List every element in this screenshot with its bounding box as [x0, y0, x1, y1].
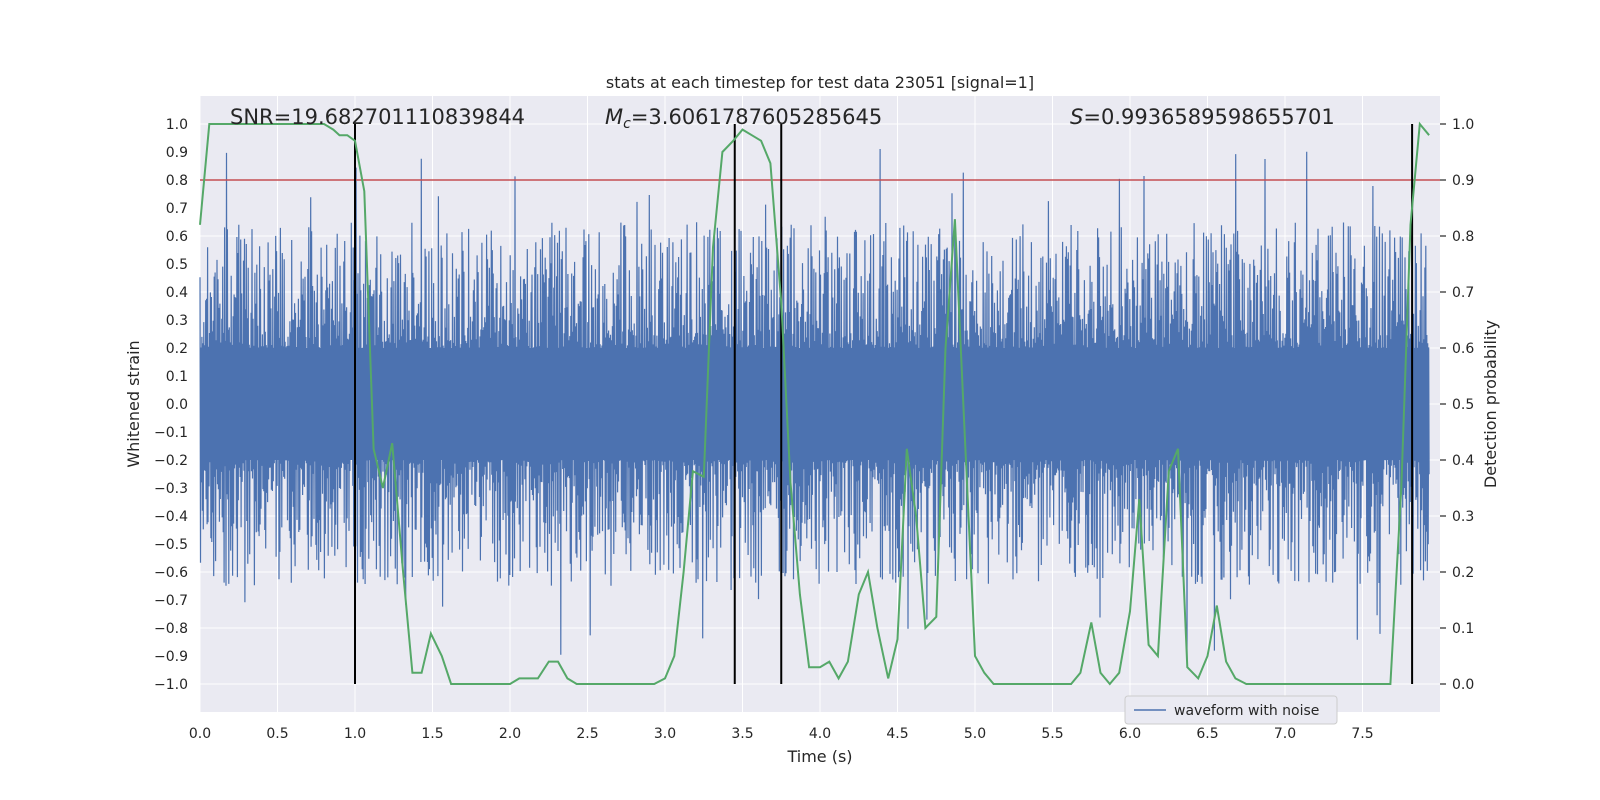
s-annotation: S=0.9936589598655701	[1070, 105, 1335, 129]
mc-value: =3.6061787605285645	[631, 105, 882, 129]
y-tick-label-left: −0.9	[154, 649, 188, 665]
y-tick-label-left: −0.4	[154, 509, 188, 525]
x-tick-label: 0.0	[189, 726, 211, 742]
y-tick-label-left: 0.2	[166, 341, 188, 357]
x-tick-label: 3.0	[654, 726, 676, 742]
y-tick-label-left: −0.7	[154, 593, 188, 609]
y-tick-label-right: 1.0	[1452, 117, 1474, 133]
y-tick-label-right: 0.5	[1452, 397, 1474, 413]
x-axis-label: Time (s)	[786, 747, 852, 766]
y-tick-label-left: 0.7	[166, 201, 188, 217]
y-tick-label-left: 0.5	[166, 257, 188, 273]
x-tick-label: 4.5	[886, 726, 908, 742]
x-tick-label: 4.0	[809, 726, 831, 742]
x-tick-label: 2.0	[499, 726, 521, 742]
y-tick-label-right: 0.9	[1452, 173, 1474, 189]
y-tick-label-right: 0.6	[1452, 341, 1474, 357]
y-tick-label-left: −1.0	[154, 677, 188, 693]
x-tick-label: 5.5	[1041, 726, 1063, 742]
mc-symbol: M	[605, 105, 623, 129]
y-tick-label-left: 1.0	[166, 117, 188, 133]
y-tick-label-right: 0.8	[1452, 229, 1474, 245]
y-tick-label-right: 0.4	[1452, 453, 1474, 469]
x-tick-label: 0.5	[266, 726, 288, 742]
waveform-line	[199, 148, 1430, 660]
s-value: =0.9936589598655701	[1083, 105, 1334, 129]
chart-title: stats at each timestep for test data 230…	[606, 73, 1034, 92]
x-tick-label: 3.5	[731, 726, 753, 742]
y-tick-label-left: −0.2	[154, 453, 188, 469]
y-tick-label-left: 0.9	[166, 145, 188, 161]
x-tick-label: 5.0	[964, 726, 986, 742]
y-tick-label-left: 0.1	[166, 369, 188, 385]
y-tick-label-right: 0.0	[1452, 677, 1474, 693]
s-symbol: S	[1070, 105, 1083, 129]
legend-label: waveform with noise	[1174, 703, 1319, 719]
mc-subscript: c	[623, 116, 631, 132]
y-tick-label-right: 0.7	[1452, 285, 1474, 301]
legend: waveform with noise	[1124, 695, 1338, 725]
y-tick-label-right: 0.1	[1452, 621, 1474, 637]
legend-box	[1124, 695, 1338, 725]
probability-series	[199, 121, 1430, 686]
y-tick-label-left: −0.8	[154, 621, 188, 637]
chirp-mass-annotation: Mc=3.6061787605285645	[605, 105, 882, 132]
x-tick-label: 7.0	[1274, 726, 1296, 742]
x-tick-label: 6.0	[1119, 726, 1141, 742]
y-tick-label-left: 0.0	[166, 397, 188, 413]
x-tick-label: 7.5	[1351, 726, 1373, 742]
x-tick-label: 1.0	[344, 726, 366, 742]
x-tick-label: 2.5	[576, 726, 598, 742]
y-tick-label-left: 0.8	[166, 173, 188, 189]
y-tick-label-left: 0.3	[166, 313, 188, 329]
y-tick-label-right: 0.3	[1452, 509, 1474, 525]
y-axis-label-left: Whitened strain	[124, 340, 143, 467]
snr-annotation: SNR=19.682701110839844	[230, 105, 525, 129]
tick-labels: 0.0 0.5 1.0 1.5 2.0 2.5 3.0 3.5 4.0 4.5 5.0 5.5 6.0 6…	[154, 117, 1474, 742]
y-tick-label-right: 0.2	[1452, 565, 1474, 581]
y-tick-label-left: 0.4	[166, 285, 188, 301]
y-tick-label-left: −0.3	[154, 481, 188, 497]
x-tick-label: 6.5	[1196, 726, 1218, 742]
y-axis-label-right: Detection probability	[1481, 320, 1500, 488]
y-tick-label-left: −0.5	[154, 537, 188, 553]
probability-line	[199, 121, 1430, 686]
x-tick-label: 1.5	[421, 726, 443, 742]
y-tick-label-left: −0.6	[154, 565, 188, 581]
y-tick-label-left: 0.6	[166, 229, 188, 245]
waveform-series	[199, 148, 1430, 660]
y-tick-label-left: −0.1	[154, 425, 188, 441]
